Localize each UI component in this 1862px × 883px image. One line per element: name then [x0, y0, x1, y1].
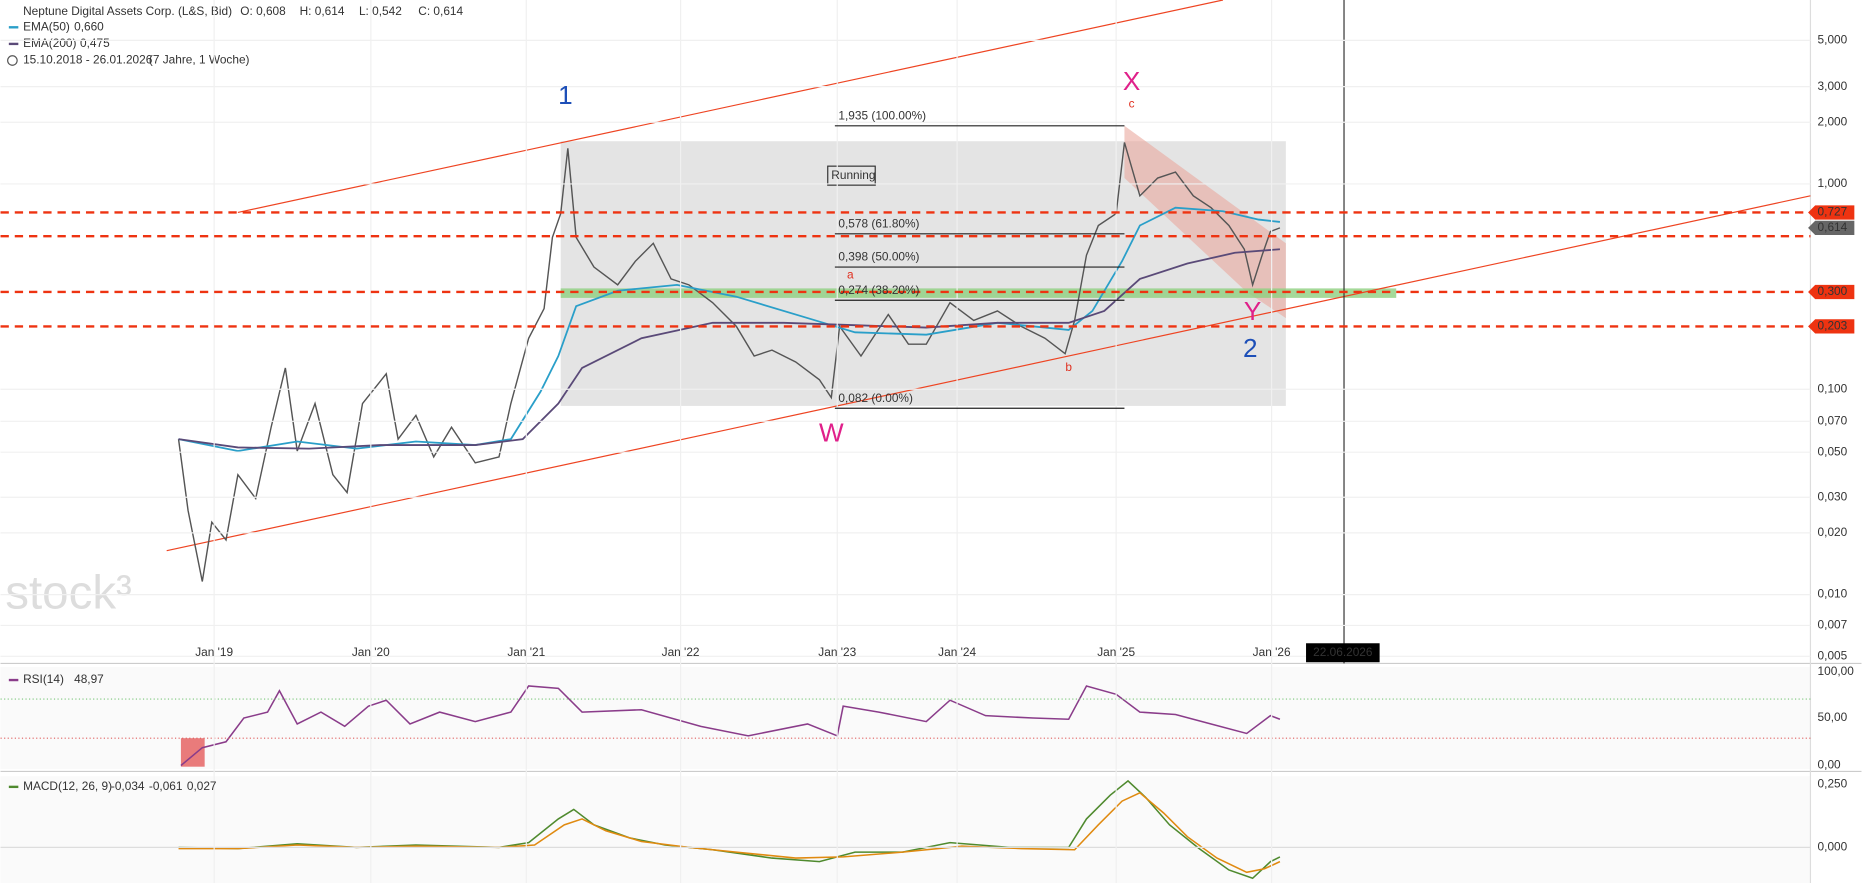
- y-tick-label: 3,000: [1818, 79, 1848, 93]
- price-tag-label: 0,727: [1818, 205, 1848, 219]
- wave-label: 1: [558, 80, 573, 110]
- wave-label: W: [819, 417, 844, 447]
- macd-panel: [0, 776, 1811, 883]
- ohlc: L: 0,542: [359, 4, 402, 18]
- x-tick-label: Jan '20: [352, 645, 390, 659]
- y-tick-label: 0,100: [1818, 381, 1848, 395]
- support-zone: [560, 288, 1397, 298]
- y-tick-label: 0,020: [1818, 525, 1848, 539]
- x-tick-label: Jan '25: [1097, 645, 1135, 659]
- date-range: 15.10.2018 - 26.01.2026: [23, 53, 153, 67]
- y-tick-label: 0,070: [1818, 413, 1848, 427]
- x-tick-label: Jan '21: [507, 645, 545, 659]
- period: (7 Jahre, 1 Woche): [149, 53, 250, 67]
- rsi-value: 48,97: [74, 672, 104, 686]
- macd-value: -0,061: [149, 779, 183, 793]
- annotation: Running: [831, 168, 875, 182]
- x-tick-label: Jan '24: [938, 645, 976, 659]
- price-tag: [1808, 319, 1855, 334]
- price-line: [177, 142, 1281, 582]
- rsi-axis-label: 50,00: [1818, 710, 1848, 724]
- ema200-line: [178, 248, 1280, 450]
- macd-value: 0,027: [187, 779, 217, 793]
- rsi-axis-label: 100,00: [1818, 664, 1855, 678]
- ema200-label: EMA(200): [23, 36, 76, 50]
- rsi-line: [180, 685, 1281, 767]
- legend-swatch: [8, 785, 19, 789]
- macd-value: -0,034: [111, 779, 145, 793]
- date-marker: 22.06.2026: [1313, 645, 1373, 659]
- correction-channel: [1124, 125, 1286, 319]
- wave-label: Y: [1244, 296, 1261, 326]
- ohlc: H: 0,614: [300, 4, 345, 18]
- ema200-value: 0,475: [80, 36, 110, 50]
- legend-swatch: [8, 26, 19, 29]
- x-tick-label: Jan '26: [1253, 645, 1291, 659]
- ema50-label: EMA(50): [23, 19, 70, 33]
- wave-label: a: [847, 267, 854, 281]
- x-tick-label: Jan '22: [662, 645, 700, 659]
- price-tag-label: 0,614: [1818, 220, 1848, 234]
- watermark: stock³: [5, 566, 132, 619]
- y-tick-label: 0,007: [1818, 618, 1848, 632]
- ohlc: C: 0,614: [418, 4, 463, 18]
- rsi-label: RSI(14): [23, 672, 64, 686]
- chart-title: Neptune Digital Assets Corp. (L&S, Bid): [23, 4, 232, 18]
- price-tag-label: 0,300: [1818, 284, 1848, 298]
- x-tick-label: Jan '23: [818, 645, 856, 659]
- rsi-axis-label: 0,00: [1818, 758, 1841, 772]
- price-tag: [1808, 220, 1855, 235]
- y-tick-label: 2,000: [1818, 114, 1848, 128]
- y-tick-label: 5,000: [1818, 32, 1848, 46]
- date-marker-box: [1306, 643, 1380, 663]
- wave-label: b: [1065, 360, 1072, 374]
- annotation-box: [827, 165, 876, 186]
- ohlc: O: 0,608: [240, 4, 286, 18]
- channel-line: [237, 0, 1224, 214]
- wave-label: c: [1129, 97, 1135, 111]
- y-tick-label: 0,050: [1818, 444, 1848, 458]
- legend-swatch: [8, 678, 19, 682]
- macd-axis-label: 0,000: [1818, 840, 1848, 854]
- fib-label: 0,578 (61.80%): [838, 216, 919, 230]
- fib-label: 1,935 (100.00%): [838, 108, 926, 122]
- y-tick-label: 0,005: [1818, 648, 1848, 662]
- y-tick-label: 1,000: [1818, 176, 1848, 190]
- price-tag: [1808, 284, 1855, 300]
- price-tag-label: 0,203: [1818, 319, 1848, 333]
- x-tick-label: Jan '19: [195, 645, 233, 659]
- y-tick-label: 0,010: [1818, 587, 1848, 601]
- ema50-value: 0,660: [74, 19, 104, 33]
- fib-label: 0,274 (38.20%): [838, 283, 919, 297]
- wave-label: X: [1123, 66, 1140, 96]
- macd-label: MACD(12, 26, 9): [23, 779, 112, 793]
- ema50-line: [178, 206, 1281, 452]
- y-tick-label: 0,030: [1818, 489, 1848, 503]
- fib-label: 0,398 (50.00%): [838, 250, 919, 264]
- macd-axis-label: 0,250: [1818, 777, 1848, 791]
- wave-label: 2: [1243, 333, 1258, 363]
- fib-label: 0,082 (0.00%): [838, 391, 913, 405]
- price-tag: [1808, 205, 1855, 220]
- legend-swatch: [8, 42, 19, 46]
- clock-icon: [7, 55, 18, 66]
- channel-line: [166, 195, 1811, 552]
